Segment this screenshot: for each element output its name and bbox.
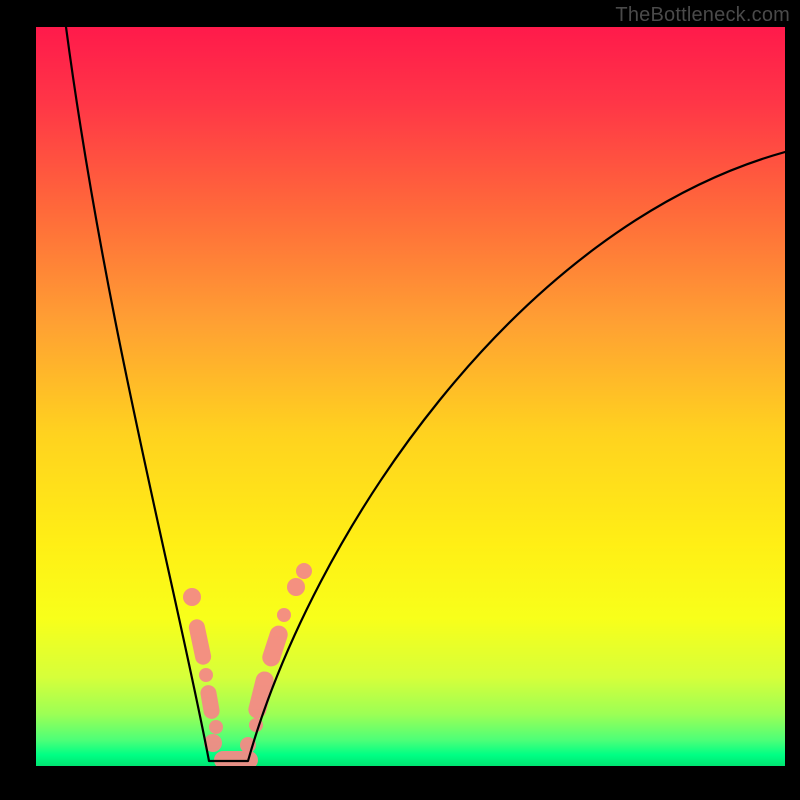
bead — [260, 623, 290, 669]
bead — [187, 618, 212, 666]
bead — [296, 563, 312, 579]
bead — [277, 608, 291, 622]
bead — [209, 720, 223, 734]
bead — [199, 668, 213, 682]
bead — [183, 588, 201, 606]
stage: TheBottleneck.com — [0, 0, 800, 800]
bead — [246, 670, 275, 721]
watermark-text: TheBottleneck.com — [615, 4, 790, 27]
bead — [199, 684, 221, 720]
plot-area — [36, 27, 785, 766]
data-beads — [183, 563, 312, 766]
bead — [287, 578, 305, 596]
chart-overlay — [36, 27, 785, 766]
bottleneck-curve — [66, 27, 785, 761]
bead — [214, 751, 258, 766]
